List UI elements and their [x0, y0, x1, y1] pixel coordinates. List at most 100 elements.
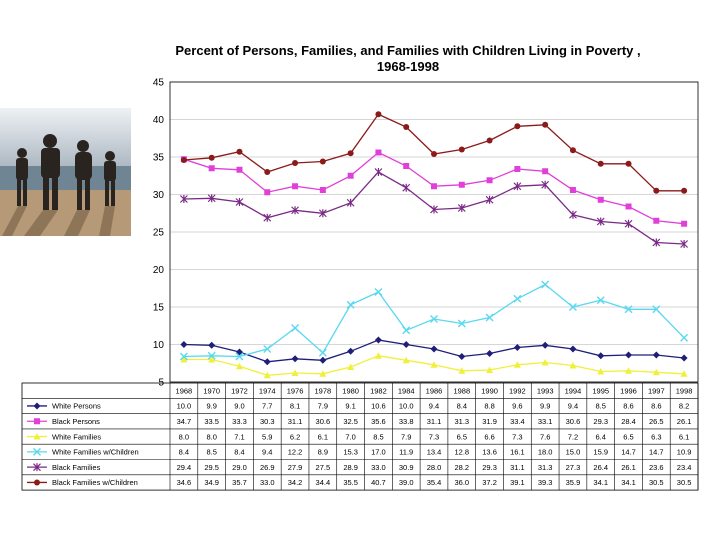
table-cell: 35.4: [427, 478, 442, 487]
y-tick-label: 30: [153, 190, 165, 201]
table-cell: 9.9: [540, 402, 550, 411]
table-cell: 30.5: [677, 478, 692, 487]
data-point: [235, 352, 244, 361]
data-point: [34, 418, 40, 425]
table-cell: 40.7: [371, 478, 386, 487]
table-cell: 33.4: [510, 417, 525, 426]
table-cell: 34.1: [593, 478, 608, 487]
data-point: [33, 402, 41, 410]
data-point: [264, 169, 271, 175]
table-cell: 27.5: [316, 463, 331, 472]
table-row: White Families 8.0 8.0 7.1 5.9 6.2 6.1 7.0 8.5 7.…: [27, 432, 689, 441]
data-point: [208, 154, 215, 161]
data-point: [292, 160, 299, 166]
data-point: [292, 183, 299, 190]
table-cell: 15.0: [566, 448, 581, 457]
data-point: [542, 121, 549, 128]
legend-label: White Families w/Children: [52, 448, 139, 457]
data-point: [318, 209, 327, 218]
x-category-label: 1996: [620, 386, 637, 395]
series-white-families-w-children: [179, 280, 689, 361]
data-point: [542, 168, 549, 175]
data-point: [485, 313, 494, 322]
data-point: [180, 341, 188, 348]
data-point: [402, 326, 411, 335]
y-tick-label: 15: [153, 303, 165, 314]
chart-title-line1: Percent of Persons, Families, and Famili…: [175, 43, 640, 58]
table-cell: 9.4: [429, 402, 439, 411]
table-cell: 37.2: [482, 478, 497, 487]
data-point: [541, 280, 550, 289]
x-category-label: 1998: [676, 386, 693, 395]
table-cell: 11.9: [399, 448, 413, 457]
data-point: [263, 371, 271, 379]
data-point: [652, 305, 661, 314]
table-cell: 6.1: [679, 432, 689, 441]
table-cell: 9.0: [234, 402, 244, 411]
data-point: [652, 238, 661, 247]
data-point: [513, 344, 521, 351]
plot-area-frame: [169, 81, 699, 383]
x-category-label: 1980: [342, 386, 359, 395]
photo-shadows: [2, 206, 115, 236]
data-point: [569, 147, 576, 154]
table-cell: 30.3: [260, 417, 275, 426]
table-cell: 10.6: [371, 402, 386, 411]
data-point: [291, 206, 299, 215]
table-cell: 23.4: [677, 463, 692, 472]
data-point: [235, 198, 244, 206]
data-point: [513, 182, 522, 191]
table-row: White Persons 10.0 9.9 9.0 7.7 8.1 7.9 9.1 10.6 1…: [27, 402, 689, 411]
table-cell: 16.1: [510, 448, 525, 457]
photo-silhouettes: [16, 134, 116, 210]
table-row: Black Families 29.4 29.5 29.0 26.9 27.9 27.5 28…: [27, 463, 691, 472]
data-point: [403, 163, 410, 169]
data-point: [653, 217, 660, 224]
data-point: [681, 220, 688, 227]
family-beach-photo: [0, 108, 131, 236]
data-point: [624, 219, 633, 228]
data-point: [457, 204, 466, 212]
data-point: [486, 177, 493, 184]
table-cell: 28.9: [343, 463, 358, 472]
data-point: [347, 347, 355, 355]
table-cell: 6.1: [318, 432, 328, 441]
table-cell: 9.6: [512, 402, 522, 411]
data-point: [541, 180, 550, 189]
data-point: [263, 358, 271, 366]
table-cell: 10.0: [399, 402, 414, 411]
table-cell: 8.6: [651, 402, 661, 411]
table-cell: 26.4: [593, 463, 608, 472]
series-black-families: [179, 168, 689, 248]
data-point: [235, 362, 243, 370]
table-cell: 29.5: [204, 463, 219, 472]
data-point: [347, 150, 354, 157]
data-point: [653, 187, 660, 194]
table-cell: 27.9: [288, 463, 303, 472]
table-cell: 8.4: [234, 448, 244, 457]
table-cell: 35.5: [343, 478, 358, 487]
table-cell: 34.6: [177, 478, 192, 487]
data-point: [596, 296, 605, 305]
data-point: [597, 160, 604, 167]
data-point: [179, 352, 188, 361]
table-cell: 6.2: [290, 432, 300, 441]
data-point: [569, 362, 577, 369]
data-point: [236, 148, 243, 155]
table-cell: 33.3: [232, 417, 247, 426]
table-cell: 26.9: [260, 463, 275, 472]
data-point: [430, 345, 438, 353]
data-point: [625, 160, 632, 167]
data-point: [403, 124, 410, 130]
x-category-label: 1976: [287, 386, 304, 395]
table-cell: 31.3: [538, 463, 553, 472]
y-tick-label: 40: [153, 115, 165, 126]
legend-label: Black Families: [52, 463, 101, 472]
table-cell: 8.5: [206, 448, 216, 457]
data-point: [180, 157, 187, 163]
table-cell: 29.4: [177, 463, 192, 472]
data-point: [263, 213, 272, 222]
data-point: [514, 166, 521, 172]
